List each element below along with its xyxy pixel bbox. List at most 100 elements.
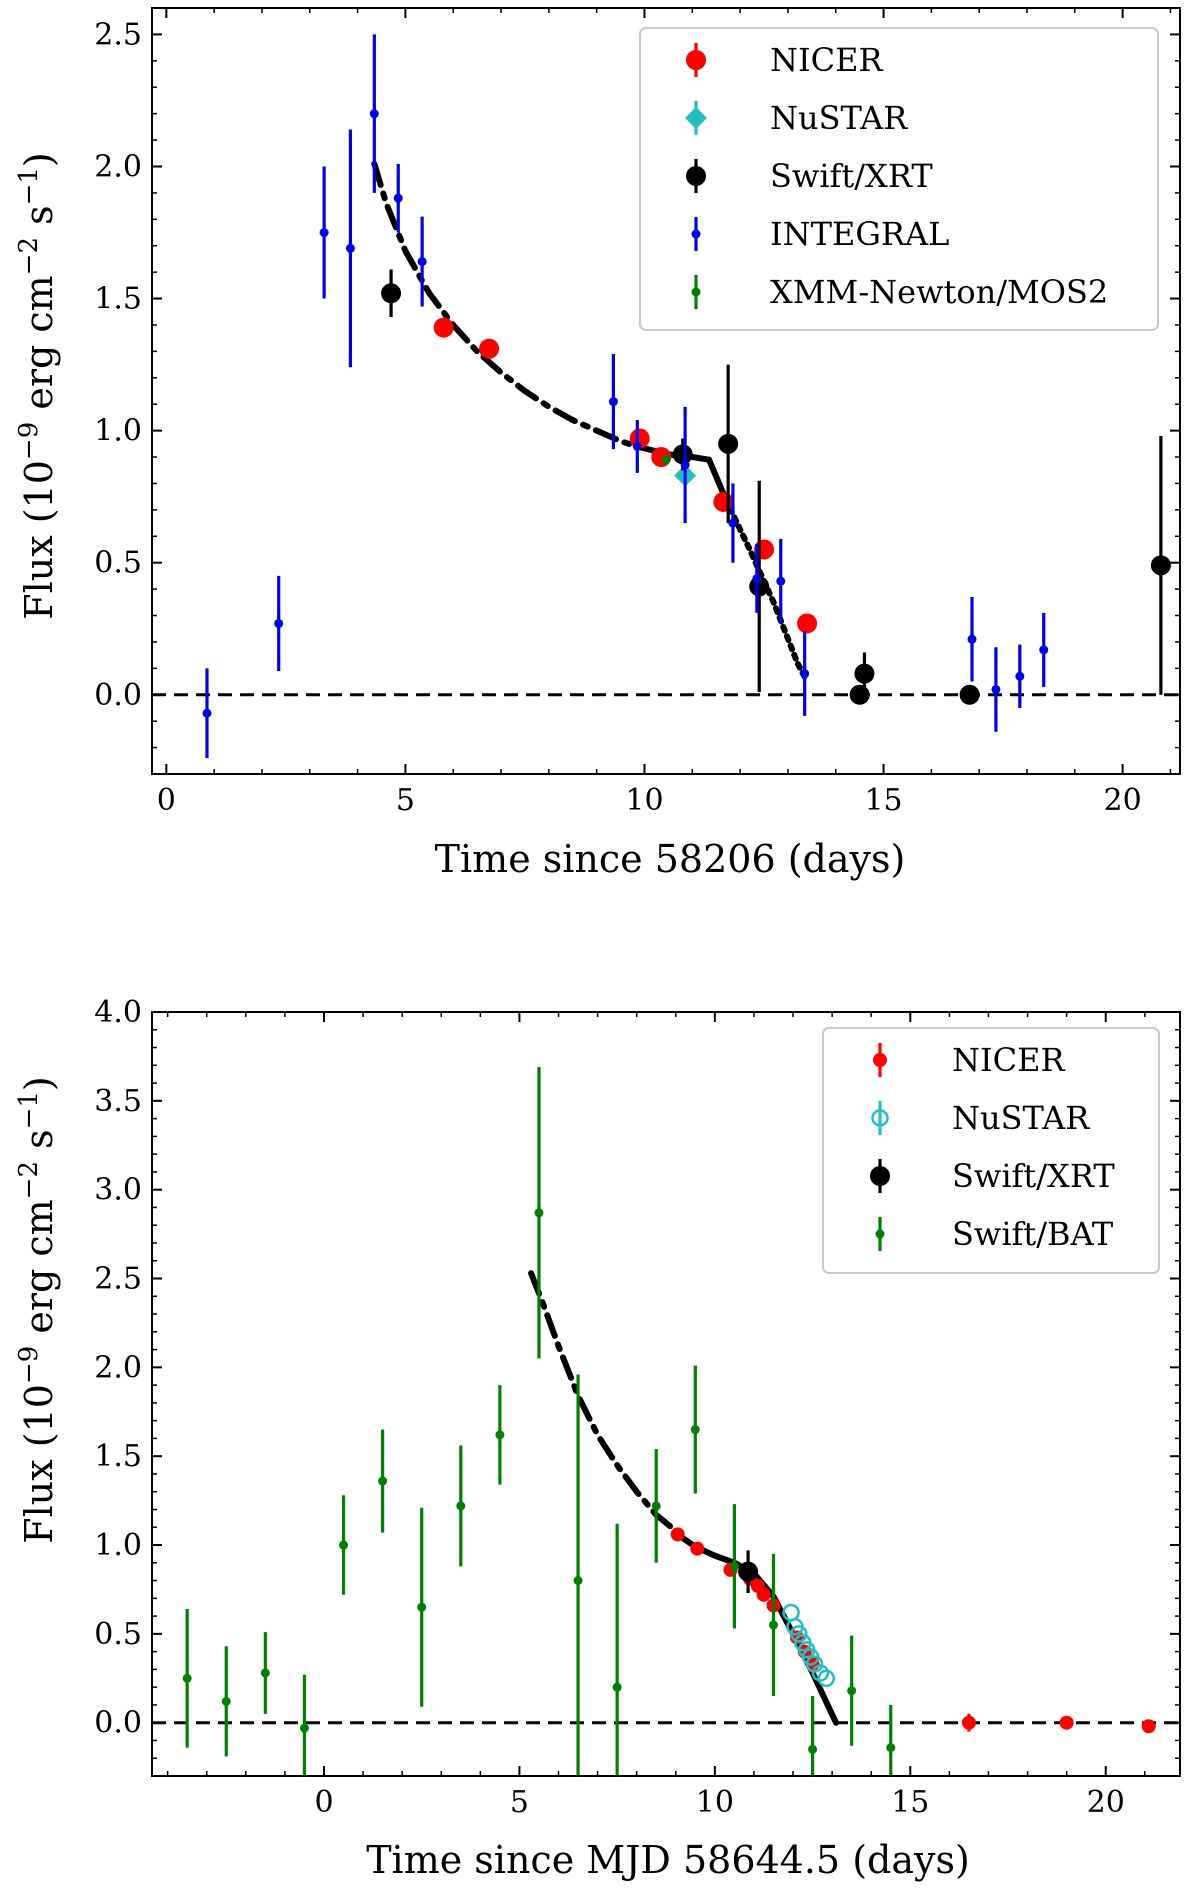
bottom-ytick-label: 2.5	[94, 1262, 142, 1297]
bottom-point-swift-bat	[651, 1501, 661, 1511]
bottom-plot-content	[152, 1067, 1180, 1776]
bottom-ticks: 0 5 10 15 20 0.0 0.5 1.0 1.5 2.0 2.5 3.0 3.5 4.0	[94, 995, 1180, 1820]
top-ticks: 0 5 10 15 20 0.0 0.5 1.0 1.5 2.0 2.5	[94, 7, 1180, 818]
top-legend-label: XMM-Newton/MOS2	[770, 273, 1108, 311]
top-point-swift-xrt	[718, 433, 739, 454]
bottom-point-swift-bat	[378, 1476, 388, 1486]
top-ytick-label: 0.5	[94, 546, 142, 581]
top-point-integral	[680, 460, 690, 470]
bottom-point-swift-bat	[260, 1668, 270, 1678]
top-axes-frame	[151, 7, 1181, 775]
bottom-point-swift-bat	[182, 1673, 192, 1683]
bottom-point-nustar	[817, 1669, 836, 1688]
bottom-series-nustar	[782, 1603, 836, 1688]
top-ytick-label: 1.0	[94, 414, 142, 449]
bottom-point-swift-bat	[456, 1501, 466, 1511]
top-point-nicer	[479, 338, 500, 359]
bottom-point-nicer	[961, 1715, 976, 1730]
bottom-legend-box	[822, 1027, 1160, 1274]
top-legend-box	[639, 27, 1159, 331]
bottom-ytick-label: 0.5	[94, 1617, 142, 1652]
bottom-fit-dashdot	[528, 1270, 681, 1538]
top-point-integral	[369, 109, 379, 119]
bottom-legend-marker-nustar	[871, 1109, 889, 1127]
top-legend-item-xmm-newton-mos2: XMM-Newton/MOS2	[691, 273, 1108, 311]
top-plot-content	[152, 34, 1180, 759]
top-legend-item-nicer: NICER	[686, 41, 883, 79]
bottom-point-swift-bat	[299, 1723, 309, 1733]
bottom-point-swift-bat	[612, 1682, 622, 1692]
top-point-nicer	[713, 491, 734, 512]
bottom-ylabel-main: Flux (10	[17, 1384, 61, 1544]
top-panel: 0 5 10 15 20 0.0 0.5 1.0 1.5 2.0 2.5 Time since 58…	[14, 7, 1181, 881]
bottom-point-nicer	[1141, 1719, 1156, 1734]
bottom-legend-item-swift-bat: Swift/BAT	[875, 1215, 1114, 1253]
bottom-point-swift-bat	[847, 1686, 857, 1696]
bottom-ylabel-mid: erg cm	[17, 1199, 61, 1345]
top-plot-area	[152, 34, 1180, 759]
top-point-integral	[274, 618, 284, 628]
top-point-integral	[632, 441, 642, 451]
top-ytick-label: 2.0	[94, 149, 142, 184]
top-fit-dashdot	[371, 160, 641, 450]
bottom-point-swift-bat	[573, 1576, 583, 1586]
top-ylabel-s: s	[17, 205, 61, 237]
bottom-xtick-label: 10	[696, 1785, 734, 1820]
top-legend-item-swift-xrt: Swift/XRT	[686, 157, 933, 195]
bottom-point-swift-bat	[768, 1620, 778, 1630]
top-xtick-label: 5	[396, 783, 415, 818]
top-point-integral	[393, 193, 403, 203]
top-series-swift-xrt	[381, 269, 1171, 705]
bottom-point-nustar	[811, 1664, 830, 1682]
top-legend-marker-nicer	[686, 50, 706, 70]
bottom-ytick-label: 3.0	[94, 1173, 142, 1208]
bottom-xtick-label: 5	[510, 1785, 529, 1820]
top-fit-dotted	[722, 496, 811, 685]
bottom-legend-marker-nicer	[873, 1053, 887, 1067]
top-ylabel-exp2: −2	[14, 237, 44, 275]
bottom-axes	[151, 1011, 1181, 1777]
bottom-ytick-label: 2.0	[94, 1350, 142, 1385]
top-point-nicer	[797, 613, 818, 634]
bottom-point-swift-xrt	[738, 1561, 759, 1582]
top-point-nicer	[433, 317, 454, 338]
top-legend-marker-xmm-newton-mos2	[691, 287, 701, 297]
bottom-xtick-label: 0	[314, 1785, 333, 1820]
top-point-integral	[319, 228, 329, 238]
bottom-point-nicer	[670, 1527, 685, 1542]
bottom-point-swift-bat	[808, 1744, 818, 1754]
top-point-integral	[417, 257, 427, 267]
bottom-ytick-label: 0.0	[94, 1706, 142, 1741]
top-legend-label: Swift/XRT	[770, 157, 933, 195]
top-legend-item-integral: INTEGRAL	[691, 215, 949, 253]
top-series-integral	[202, 34, 1049, 759]
top-xtick-label: 10	[625, 783, 663, 818]
bottom-point-nustar	[790, 1625, 808, 1643]
top-point-integral	[202, 708, 212, 718]
top-point-integral	[728, 518, 738, 528]
top-point-swift-xrt	[959, 684, 980, 705]
bottom-legend-marker-swift-xrt	[870, 1166, 890, 1186]
top-point-swift-xrt	[1150, 555, 1171, 576]
top-point-swift-xrt	[854, 663, 875, 684]
bottom-legend-item-nicer: NICER	[873, 1041, 1065, 1079]
bottom-legend-item-swift-xrt: Swift/XRT	[870, 1157, 1115, 1195]
top-ylabel-mid: erg cm	[17, 275, 61, 421]
top-ytick-label: 0.0	[94, 678, 142, 713]
bottom-xtick-label: 15	[891, 1785, 929, 1820]
bottom-ylabel-exp3: −1	[14, 1091, 44, 1129]
top-axes	[151, 7, 1181, 775]
top-point-integral	[752, 574, 762, 584]
top-point-integral	[967, 634, 977, 644]
bottom-ytick-label: 1.0	[94, 1528, 142, 1563]
top-point-swift-xrt	[672, 444, 693, 465]
top-y-axis-label: Flux (10−9 erg cm−2 s−1)	[14, 152, 61, 620]
top-legend-marker-swift-xrt	[686, 166, 706, 186]
bottom-legend-label: Swift/XRT	[952, 1157, 1115, 1195]
top-legend-label: INTEGRAL	[770, 215, 949, 253]
top-point-integral	[800, 669, 810, 679]
bottom-point-nicer	[690, 1541, 705, 1556]
top-legend: NICER NuSTAR Swift/XRT INTEGRAL XMM-Newton/M…	[639, 27, 1159, 331]
bottom-point-swift-bat	[417, 1602, 427, 1612]
